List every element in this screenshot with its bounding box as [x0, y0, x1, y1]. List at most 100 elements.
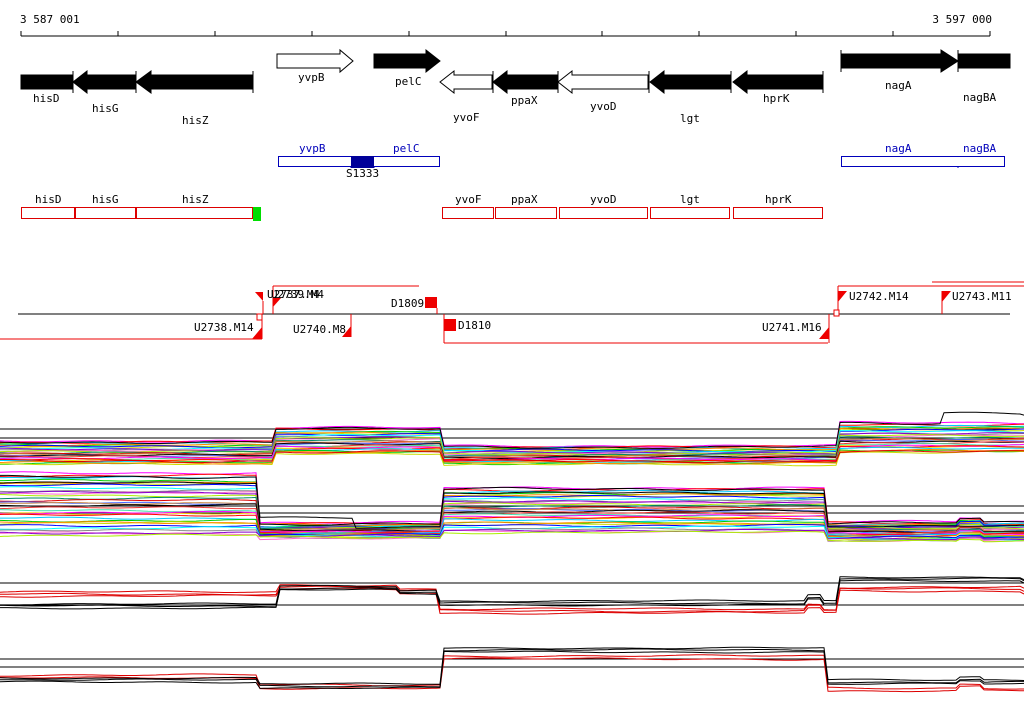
breakpoint-flag-U2738[interactable]: [252, 327, 262, 339]
breakpoint-label-D1810[interactable]: D1810: [458, 319, 492, 332]
gene-arrow-nagA[interactable]: [840, 49, 959, 73]
gene-arrow-lgt[interactable]: [649, 69, 731, 95]
gene-arrow-pelC[interactable]: [373, 48, 441, 74]
gene-label-hisZ[interactable]: hisZ: [182, 114, 209, 127]
operon-label-hisD[interactable]: hisD: [35, 193, 62, 206]
expression-curve: [0, 474, 1024, 526]
gene-arrow-yvoF[interactable]: [439, 69, 493, 95]
gene-arrow-hisG[interactable]: [72, 69, 137, 95]
expression-curve: [0, 523, 1024, 539]
breakpoint-label-U2740.M8[interactable]: U2740.M8: [293, 323, 346, 336]
breakpoint-open-square[interactable]: [256, 313, 263, 321]
breakpoint-square-D1810[interactable]: [444, 319, 456, 331]
transcript-label-pelC[interactable]: pelC: [393, 142, 420, 155]
gene-label-yvpB[interactable]: yvpB: [298, 71, 325, 84]
gene-label-pelC[interactable]: pelC: [395, 75, 422, 88]
breakpoint-open-square[interactable]: [833, 309, 840, 317]
breakpoint-square-D1809[interactable]: [425, 297, 437, 308]
operon-label-yvoD[interactable]: yvoD: [590, 193, 617, 206]
breakpoint-flag-U2737[interactable]: [255, 292, 263, 301]
gene-label-ppaX[interactable]: ppaX: [511, 94, 538, 107]
expression-curve: [0, 585, 1024, 613]
gene-arrow-hisD[interactable]: [20, 74, 74, 90]
gene-label-nagBA[interactable]: nagBA: [963, 91, 997, 104]
breakpoint-flag-U2741[interactable]: [819, 327, 829, 339]
expression-curve: [0, 502, 1024, 532]
expression-curve: [0, 434, 1024, 456]
gene-arrow-hisZ[interactable]: [135, 70, 254, 94]
expression-curve: [0, 503, 1024, 534]
gene-arrow-yvpB[interactable]: [276, 48, 354, 74]
operon-label-hprK[interactable]: hprK: [765, 193, 792, 206]
operon-box-hisZ[interactable]: [136, 207, 253, 219]
expression-curve: [0, 423, 1024, 449]
gene-arrow-yvoD[interactable]: [557, 69, 649, 95]
expression-curve: [0, 654, 1024, 690]
expression-curve: [0, 411, 1024, 449]
expression-curve: [0, 483, 1024, 528]
operon-box-hisD[interactable]: [21, 207, 75, 219]
operon-box-hprK[interactable]: [733, 207, 823, 219]
operon-box-hisG[interactable]: [75, 207, 136, 219]
operon-label-hisZ[interactable]: hisZ: [182, 193, 209, 206]
operon-box-ppaX[interactable]: [495, 207, 557, 219]
expression-curve: [0, 527, 1024, 542]
operon-label-yvoF[interactable]: yvoF: [455, 193, 482, 206]
expression-curve: [0, 493, 1024, 530]
gene-arrow-ppaX[interactable]: [492, 69, 558, 95]
transcript-label-S1333[interactable]: S1333: [346, 167, 380, 180]
expression-curve: [0, 579, 1024, 610]
breakpoint-flag-U2739[interactable]: [273, 298, 281, 307]
gene-label-hisG[interactable]: hisG: [92, 102, 119, 115]
gene-arrow-nagBA[interactable]: [957, 53, 1011, 69]
expression-curve: [0, 490, 1024, 530]
operon-box-lgt[interactable]: [650, 207, 730, 219]
operon-box-yvoD[interactable]: [559, 207, 648, 219]
gene-label-hprK[interactable]: hprK: [763, 92, 790, 105]
expression-curve: [0, 646, 1024, 685]
breakpoint-label-U2742.M14[interactable]: U2742.M14: [849, 290, 909, 303]
operon-label-hisG[interactable]: hisG: [92, 193, 119, 206]
expression-curve: [0, 432, 1024, 455]
expression-curve: [0, 440, 1024, 459]
breakpoint-flag-U2740[interactable]: [342, 326, 351, 337]
operon-label-ppaX[interactable]: ppaX: [511, 193, 538, 206]
expression-curve: [0, 481, 1024, 529]
breakpoint-flag-U2742[interactable]: [838, 291, 847, 302]
green-segment-marker[interactable]: [253, 207, 261, 221]
gene-label-hisD[interactable]: hisD: [33, 92, 60, 105]
breakpoint-label-D1809[interactable]: D1809: [391, 297, 425, 310]
expression-curve: [0, 506, 1024, 535]
expression-curve: [0, 450, 1024, 464]
breakpoint-flag-U2743[interactable]: [942, 291, 951, 302]
breakpoint-label-U2743.M11[interactable]: U2743.M11: [952, 290, 1012, 303]
breakpoint-label-U2738.M14[interactable]: U2738.M14: [194, 321, 254, 334]
transcript-label-yvpB[interactable]: yvpB: [299, 142, 326, 155]
expression-curve: [0, 648, 1024, 688]
breakpoint-label-U2741.M16[interactable]: U2741.M16: [762, 321, 822, 334]
gene-label-yvoF[interactable]: yvoF: [453, 111, 480, 124]
operon-label-lgt[interactable]: lgt: [680, 193, 700, 206]
expression-curve: [0, 428, 1024, 453]
operon-box-yvoF[interactable]: [442, 207, 494, 219]
transcript-label-nagBA[interactable]: nagBA: [963, 142, 997, 155]
gene-label-yvoD[interactable]: yvoD: [590, 100, 617, 113]
expression-curve: [0, 521, 1024, 538]
gene-label-lgt[interactable]: lgt: [680, 112, 700, 125]
gene-label-nagA[interactable]: nagA: [885, 79, 912, 92]
expression-curve: [0, 516, 1024, 537]
transcript-label-nagA[interactable]: nagA: [885, 142, 912, 155]
breakpoint-label-U2739.M4[interactable]: U2739.M4: [271, 288, 324, 301]
expression-curve: [0, 650, 1024, 689]
transcript-box-nagA-nagBA-transcript[interactable]: [841, 156, 1005, 167]
gene-arrow-hprK[interactable]: [732, 69, 824, 95]
s-segment-filled[interactable]: [351, 156, 374, 168]
expression-curve: [0, 445, 1024, 463]
ruler-end-coordinate: 3 597 000: [932, 13, 992, 26]
expression-curve: [0, 530, 1024, 543]
breakpoint-label-U2737.M4[interactable]: U2737.M4: [267, 288, 320, 301]
expression-curve: [0, 577, 1024, 608]
expression-curve: [0, 576, 1024, 606]
